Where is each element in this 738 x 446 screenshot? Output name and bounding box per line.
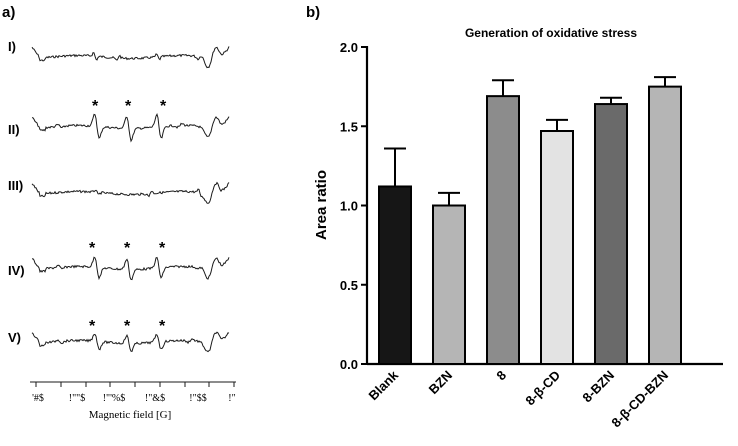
esr-trace-4 (31, 256, 230, 281)
esr-x-tick-label: !" (228, 393, 235, 404)
panel-a-label: a) (2, 4, 15, 21)
peak-star: * (92, 98, 99, 115)
esr-panel: a) I) II) III) IV) V) * * * * * * * * * (2, 4, 236, 421)
y-axis-label: Area ratio (313, 170, 330, 240)
bar (540, 130, 574, 365)
esr-x-tick-label: '#$ (32, 393, 44, 404)
x-tick-label: 8-BZN (579, 368, 617, 406)
y-tick-label: 1.5 (340, 119, 358, 134)
x-tick-label: 8-β-CD-BZN (608, 368, 671, 431)
esr-trace-2 (31, 112, 230, 143)
trace-label-1: I) (8, 39, 16, 54)
esr-x-ticks (35, 382, 235, 387)
y-tick-label: 2.0 (340, 40, 358, 55)
bar (378, 185, 412, 365)
panel-b-label: b) (306, 4, 320, 21)
chart-bars (378, 76, 682, 365)
trace-label-4: IV) (8, 263, 25, 278)
peak-star: * (125, 98, 132, 115)
x-tick-label: Blank (365, 367, 401, 403)
y-tick-label: 0.0 (340, 357, 358, 372)
peak-star: * (159, 318, 166, 335)
peak-star: * (160, 98, 167, 115)
trace-label-2: II) (8, 122, 20, 137)
chart-title: Generation of oxidative stress (465, 26, 637, 40)
bar (486, 95, 520, 365)
trace-label-5: V) (8, 330, 21, 345)
esr-trace-5 (31, 331, 230, 353)
peak-star: * (124, 318, 131, 335)
bar (594, 103, 628, 365)
bar (648, 85, 682, 365)
peak-star: * (124, 240, 131, 257)
bar (432, 204, 466, 365)
x-tick-label: 8 (493, 368, 509, 384)
esr-x-tick-label: !""$ (69, 393, 86, 404)
bar-chart-panel: b) Generation of oxidative stress Area r… (306, 4, 723, 430)
x-tick-label: BZN (426, 368, 455, 397)
x-tick-label: 8-β-CD (522, 368, 563, 409)
esr-x-tick-label: !"&$ (145, 393, 165, 404)
esr-trace-3 (31, 181, 230, 204)
peak-star: * (89, 240, 96, 257)
esr-x-axis-label: Magnetic field [G] (89, 409, 171, 421)
peak-star: * (159, 240, 166, 257)
peak-star: * (89, 318, 96, 335)
esr-x-tick-label: !"$$ (189, 393, 206, 404)
esr-x-tick-label: !"'%$ (103, 393, 126, 404)
y-tick-label: 1.0 (340, 199, 358, 214)
esr-trace-1 (31, 46, 230, 69)
y-tick-label: 0.5 (340, 278, 358, 293)
trace-label-3: III) (8, 178, 23, 193)
